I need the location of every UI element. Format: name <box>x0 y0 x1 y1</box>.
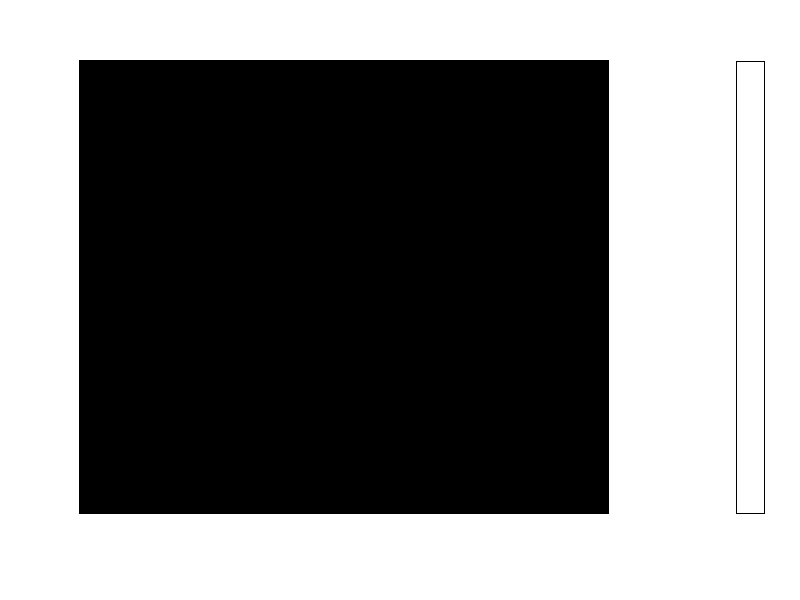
colorbar <box>736 61 765 514</box>
colorbar-gradient <box>737 62 764 513</box>
plot-header <box>0 31 800 45</box>
ionogram-plot-area <box>79 60 609 514</box>
ionogram-heatmap-canvas <box>80 61 608 513</box>
